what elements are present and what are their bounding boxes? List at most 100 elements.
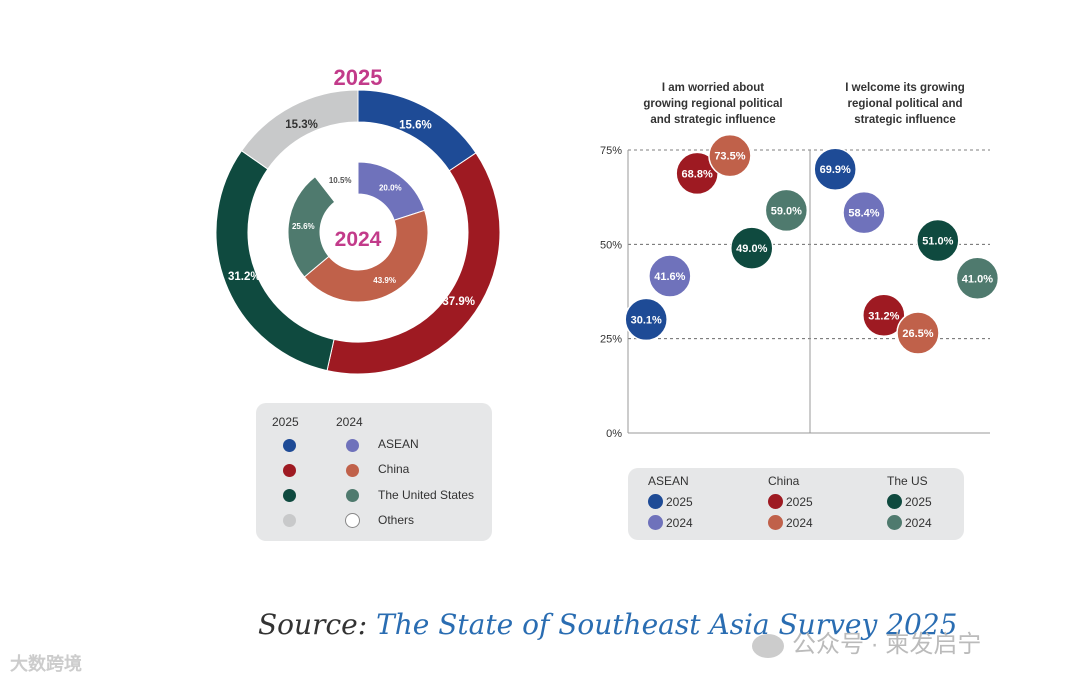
point-worried-us_2025: 49.0% — [730, 226, 774, 270]
point-welcome-asean_2024: 58.4% — [842, 190, 886, 235]
inner-labels: 20.0% 43.9% 25.6% 10.5% — [292, 176, 402, 285]
wechat-icon — [752, 633, 784, 658]
column-header-welcome-line3: strategic influence — [854, 114, 956, 126]
column-header-worried-line1: I am worried about — [662, 82, 764, 94]
donut-legend: 2025 2024 ASEAN China The United States … — [256, 403, 492, 541]
outer-2025-label-the-united-states: 31.2% — [228, 271, 261, 283]
inner-2024-slice-others — [314, 161, 359, 203]
point-welcome-us_2025: 51.0% — [916, 218, 960, 263]
watermark-right: 公众号 · 柬发启宁 — [752, 624, 981, 659]
legend2-group-asean: ASEAN — [648, 474, 689, 488]
point-label-worried-asean_2024: 41.6% — [654, 271, 685, 283]
point-label-welcome-us_2025: 51.0% — [922, 236, 953, 248]
point-circle-welcome-us_2025 — [916, 218, 960, 263]
legend-header-2024: 2024 — [336, 415, 363, 429]
legend2-group-us: The US — [887, 474, 928, 488]
point-welcome-asean_2025: 69.9% — [813, 147, 857, 191]
inner-2024-label-china: 43.9% — [373, 276, 396, 285]
point-circle-worried-us_2024 — [764, 188, 809, 233]
scatter-points: 30.1% 41.6% 68.8%73.5% 49.0% 59.0% 69.9% 58.4%… — [624, 133, 1000, 355]
point-label-welcome-us_2024: 41.0% — [962, 273, 993, 285]
point-worried-china_2025: 68.8% — [675, 151, 719, 196]
y-tick-75: 75% — [600, 145, 622, 157]
point-circle-worried-china_2024 — [708, 133, 752, 178]
donut-title-2025: 2025 — [334, 65, 383, 90]
donut-chart: 2025 15.6% 37.9% 31.2% 15.3% 20.0% 43.9% 25.6… — [215, 65, 501, 375]
legend2-group-china: China — [768, 474, 800, 488]
column-header-worried: I am worried about growing regional poli… — [643, 82, 782, 126]
legend-dot-asean-2024 — [346, 439, 359, 452]
inner-2024-label-asean: 20.0% — [379, 183, 402, 192]
inner-ring-2024 — [287, 161, 429, 303]
point-circle-welcome-china_2024 — [896, 311, 940, 355]
point-circle-welcome-asean_2025 — [813, 147, 857, 191]
legend2-dot-china-2025 — [768, 494, 783, 509]
point-worried-asean_2024: 41.6% — [648, 254, 692, 298]
point-circle-worried-us_2025 — [730, 226, 774, 270]
y-tick-50: 50% — [600, 239, 622, 251]
source-link[interactable]: The State of Southeast Asia Survey 2025 — [376, 608, 958, 641]
point-circle-welcome-us_2024 — [955, 256, 1000, 301]
point-worried-us_2024: 59.0% — [764, 188, 809, 233]
outer-2025-slice-others — [240, 89, 359, 170]
legend2-dot-us-2025 — [887, 494, 902, 509]
outer-labels: 15.6% 37.9% 31.2% 15.3% — [228, 119, 475, 308]
point-label-worried-asean_2025: 30.1% — [631, 314, 662, 326]
donut-title-2024: 2024 — [335, 228, 382, 251]
legend2-year-china-2025: 2025 — [786, 495, 813, 509]
legend2-year-us-2025: 2025 — [905, 495, 932, 509]
point-circle-welcome-asean_2024 — [842, 190, 886, 235]
outer-2025-label-asean: 15.6% — [399, 119, 432, 131]
point-label-worried-us_2025: 49.0% — [736, 243, 767, 255]
point-circle-worried-asean_2025 — [624, 297, 668, 342]
legend2-dot-asean-2024 — [648, 515, 663, 530]
point-worried-asean_2025: 30.1% — [624, 297, 668, 342]
y-tick-0: 0% — [606, 428, 622, 440]
watermark-left: 大数跨境 — [10, 650, 82, 676]
point-label-welcome-china_2025: 31.2% — [868, 310, 899, 322]
legend-header-2025: 2025 — [272, 415, 299, 429]
y-axis-ticks: 75% 50% 25% 0% — [600, 145, 622, 440]
point-circle-welcome-china_2025 — [862, 293, 906, 338]
inner-2024-slice-the-united-states — [287, 175, 336, 278]
legend-dot-china-2025 — [283, 464, 296, 477]
inner-2024-label-the-united-states: 25.6% — [292, 222, 315, 231]
point-label-worried-china_2024: 73.5% — [714, 151, 745, 163]
scatter-legend: ASEAN China The US 2025 2024 2025 2024 2… — [628, 468, 964, 540]
legend-label-us: The United States — [378, 488, 475, 502]
legend-dot-others-2024 — [345, 513, 360, 528]
point-label-welcome-asean_2025: 69.9% — [820, 164, 851, 176]
source-prefix: Source: — [258, 608, 368, 641]
scatter-chart: I am worried about growing regional poli… — [600, 82, 1000, 440]
legend-label-asean: ASEAN — [378, 437, 419, 451]
legend-dot-others-2025 — [283, 514, 296, 527]
inner-2024-slice-china — [303, 209, 429, 303]
outer-ring-2025 — [215, 89, 501, 375]
point-circle-worried-asean_2024 — [648, 254, 692, 298]
column-header-welcome-line2: regional political and — [847, 98, 962, 110]
legend2-year-asean-2024: 2024 — [666, 516, 693, 530]
point-welcome-us_2024: 41.0% — [955, 256, 1000, 301]
legend2-year-china-2024: 2024 — [786, 516, 813, 530]
legend-dot-us-2025 — [283, 489, 296, 502]
column-header-welcome: I welcome its growing regional political… — [845, 82, 965, 126]
point-label-worried-china_2025: 68.8% — [682, 168, 713, 180]
legend2-year-us-2024: 2024 — [905, 516, 932, 530]
column-header-worried-line3: and strategic influence — [650, 114, 775, 126]
legend-label-china: China — [378, 462, 410, 476]
point-label-worried-us_2024: 59.0% — [771, 205, 802, 217]
column-header-welcome-line1: I welcome its growing — [845, 82, 965, 94]
watermark-left-text: 大数跨境 — [10, 654, 82, 674]
legend-dot-asean-2025 — [283, 439, 296, 452]
column-header-worried-line2: growing regional political — [643, 98, 782, 110]
y-tick-25: 25% — [600, 334, 622, 346]
legend2-year-asean-2025: 2025 — [666, 495, 693, 509]
legend2-dot-china-2024 — [768, 515, 783, 530]
legend2-dot-us-2024 — [887, 515, 902, 530]
legend-dot-us-2024 — [346, 489, 359, 502]
point-worried-china_2024: 73.5% — [708, 133, 752, 178]
point-welcome-china_2024: 26.5% — [896, 311, 940, 355]
legend2-dot-asean-2025 — [648, 494, 663, 509]
outer-2025-slice-china — [326, 152, 501, 375]
source-caption: Source: The State of Southeast Asia Surv… — [258, 608, 957, 641]
